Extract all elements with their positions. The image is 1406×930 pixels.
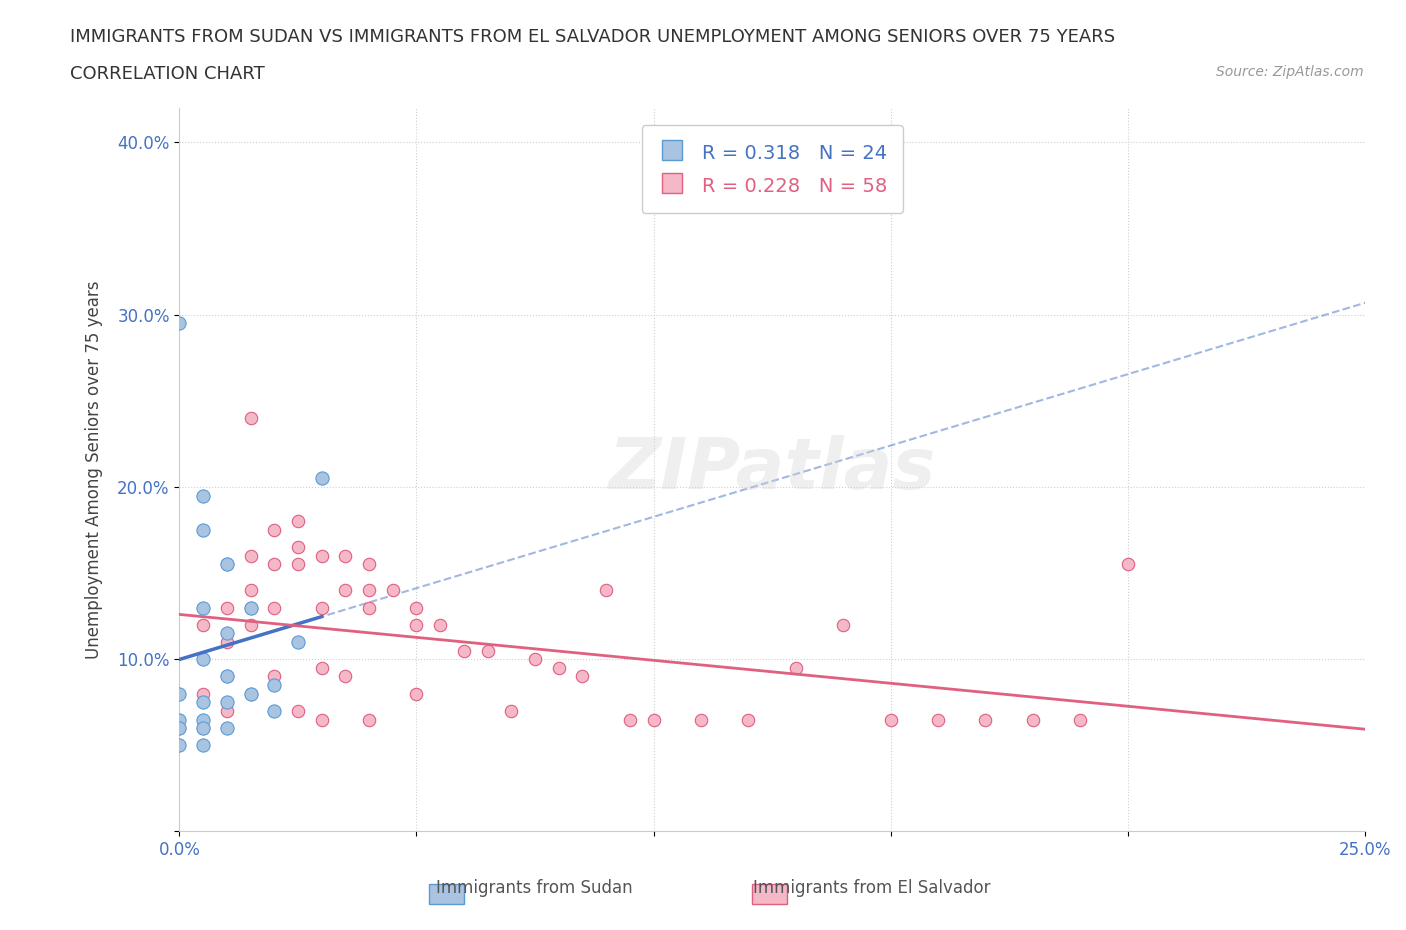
Immigrants from El Salvador [1069,712,1091,727]
Immigrants from El Salvador [357,600,380,615]
Immigrants from Sudan [263,703,285,718]
Immigrants from El Salvador [879,712,901,727]
Immigrants from El Salvador [595,583,617,598]
Immigrants from Sudan [215,669,238,684]
Immigrants from El Salvador [335,549,357,564]
Immigrants from Sudan [191,523,214,538]
Immigrants from Sudan [169,737,191,752]
Y-axis label: Unemployment Among Seniors over 75 years: Unemployment Among Seniors over 75 years [86,281,103,659]
Immigrants from El Salvador [927,712,949,727]
Immigrants from El Salvador [311,549,333,564]
Immigrants from El Salvador [405,686,427,701]
Immigrants from Sudan [169,686,191,701]
Immigrants from El Salvador [215,557,238,572]
Immigrants from El Salvador [429,618,451,632]
Text: Immigrants from El Salvador: Immigrants from El Salvador [754,879,990,897]
Immigrants from Sudan [191,712,214,727]
Immigrants from El Salvador [690,712,713,727]
Immigrants from Sudan [169,721,191,736]
Immigrants from El Salvador [263,600,285,615]
Immigrants from El Salvador [191,686,214,701]
Immigrants from El Salvador [974,712,997,727]
Legend: R = 0.318   N = 24, R = 0.228   N = 58: R = 0.318 N = 24, R = 0.228 N = 58 [641,125,903,213]
Immigrants from El Salvador [335,583,357,598]
Immigrants from El Salvador [311,712,333,727]
Immigrants from El Salvador [215,600,238,615]
Text: IMMIGRANTS FROM SUDAN VS IMMIGRANTS FROM EL SALVADOR UNEMPLOYMENT AMONG SENIORS : IMMIGRANTS FROM SUDAN VS IMMIGRANTS FROM… [70,28,1115,46]
Immigrants from Sudan [169,712,191,727]
Immigrants from El Salvador [453,644,475,658]
Immigrants from El Salvador [191,618,214,632]
Immigrants from El Salvador [191,721,214,736]
Immigrants from El Salvador [524,652,547,667]
Immigrants from Sudan [311,471,333,485]
Immigrants from El Salvador [1116,557,1139,572]
Immigrants from El Salvador [239,618,262,632]
Immigrants from Sudan [263,678,285,693]
Immigrants from El Salvador [547,660,569,675]
Immigrants from El Salvador [287,703,309,718]
Text: Immigrants from Sudan: Immigrants from Sudan [436,879,633,897]
Immigrants from El Salvador [643,712,665,727]
Immigrants from Sudan [215,695,238,710]
Immigrants from El Salvador [169,721,191,736]
Immigrants from El Salvador [215,634,238,649]
Immigrants from El Salvador [239,583,262,598]
Immigrants from El Salvador [239,600,262,615]
Immigrants from Sudan [191,721,214,736]
Immigrants from El Salvador [263,669,285,684]
Immigrants from Sudan [191,600,214,615]
Immigrants from El Salvador [405,600,427,615]
Immigrants from Sudan [191,695,214,710]
Immigrants from El Salvador [215,703,238,718]
Immigrants from El Salvador [357,712,380,727]
Immigrants from El Salvador [215,669,238,684]
Immigrants from El Salvador [311,600,333,615]
Immigrants from Sudan [287,634,309,649]
Immigrants from El Salvador [287,539,309,554]
Immigrants from El Salvador [1022,712,1045,727]
Immigrants from El Salvador [311,660,333,675]
Immigrants from El Salvador [287,514,309,529]
Immigrants from Sudan [191,737,214,752]
Immigrants from El Salvador [335,669,357,684]
Immigrants from El Salvador [357,557,380,572]
Immigrants from El Salvador [263,523,285,538]
Immigrants from El Salvador [239,549,262,564]
Immigrants from El Salvador [477,644,499,658]
Immigrants from El Salvador [357,583,380,598]
Immigrants from El Salvador [381,583,404,598]
Immigrants from Sudan [191,488,214,503]
Immigrants from Sudan [191,652,214,667]
Immigrants from El Salvador [737,712,759,727]
Immigrants from El Salvador [263,557,285,572]
Immigrants from El Salvador [785,660,807,675]
Immigrants from Sudan [215,721,238,736]
Text: Source: ZipAtlas.com: Source: ZipAtlas.com [1216,65,1364,79]
Immigrants from El Salvador [287,557,309,572]
Immigrants from El Salvador [619,712,641,727]
Immigrants from Sudan [239,600,262,615]
Immigrants from El Salvador [239,686,262,701]
Immigrants from El Salvador [239,411,262,426]
Immigrants from El Salvador [832,618,855,632]
Text: CORRELATION CHART: CORRELATION CHART [70,65,266,83]
Immigrants from Sudan [215,557,238,572]
Text: ZIPatlas: ZIPatlas [609,435,936,504]
Immigrants from El Salvador [571,669,593,684]
Immigrants from Sudan [169,316,191,331]
Immigrants from Sudan [239,686,262,701]
Immigrants from El Salvador [405,618,427,632]
Immigrants from El Salvador [501,703,523,718]
Immigrants from Sudan [215,626,238,641]
